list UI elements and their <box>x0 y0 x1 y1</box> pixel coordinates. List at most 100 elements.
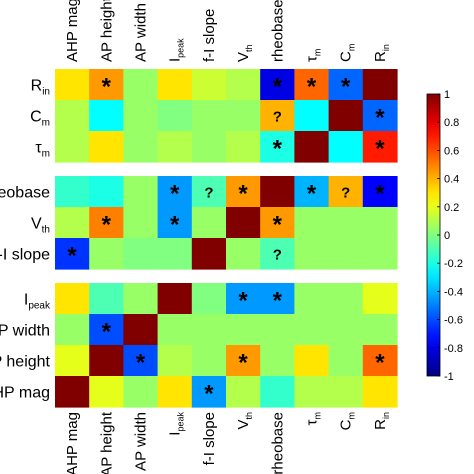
heatmap-cell <box>294 283 330 315</box>
heatmap-cell <box>157 238 193 270</box>
significance-star: * <box>238 288 248 315</box>
significance-star: * <box>307 74 317 101</box>
heatmap-cell <box>55 238 90 270</box>
heatmap-cell <box>328 314 364 346</box>
heatmap-cell <box>362 314 398 346</box>
heatmap-cell <box>191 345 227 377</box>
heatmap-cell <box>328 100 364 132</box>
significance-star: * <box>238 181 248 208</box>
top-label-v_th: Vth <box>235 44 254 62</box>
heatmap-cell <box>157 314 193 346</box>
heatmap-cell <box>157 131 193 163</box>
heatmap-cell <box>226 176 261 208</box>
heatmap-cell <box>260 176 295 208</box>
top-label-tau_m: τm <box>304 49 323 62</box>
colorbar-tick-label: -0.4 <box>444 286 463 298</box>
heatmap-cell <box>260 238 295 270</box>
heatmap-cell <box>362 100 398 132</box>
significance-star: * <box>273 212 283 239</box>
heatmap-cell <box>260 69 295 101</box>
heatmap-cell <box>123 345 159 377</box>
heatmap-cell <box>260 100 295 132</box>
heatmap-cell <box>362 69 398 101</box>
heatmap-cell <box>294 100 330 132</box>
colorbar-tick-label: 0.6 <box>444 145 459 157</box>
heatmap-cell <box>123 238 159 270</box>
heatmap-cell <box>89 176 124 208</box>
heatmap-cells <box>55 69 398 408</box>
heatmap-cell <box>191 314 227 346</box>
heatmap-cell <box>294 314 330 346</box>
heatmap-cell <box>260 345 295 377</box>
heatmap-cell <box>123 131 159 163</box>
heatmap-cell <box>362 207 398 239</box>
heatmap-cell <box>294 238 330 270</box>
significance-star: * <box>204 381 214 408</box>
significance-star: * <box>102 212 112 239</box>
uncertain-mark: ? <box>273 247 282 264</box>
heatmap-cell <box>328 131 364 163</box>
bottom-column-labels: AHP mag AP height AP width Ipeak f-I slope Vt… <box>64 411 391 474</box>
heatmap-cell <box>123 69 159 101</box>
heatmap-cell <box>157 283 193 315</box>
significance-star: * <box>375 105 385 132</box>
heatmap-cell <box>89 314 124 346</box>
row-label-2-3: AHP mag <box>0 385 50 402</box>
heatmap-cell <box>226 376 261 408</box>
significance-star: * <box>170 181 180 208</box>
heatmap-cell <box>55 207 90 239</box>
row-labels: Rin Cm τm rheobase Vth f-I slope Ipeak AP width… <box>0 78 51 402</box>
significance-star: * <box>102 319 112 346</box>
colorbar-tick-label: -0.8 <box>444 343 463 355</box>
heatmap-cell <box>123 207 159 239</box>
heatmap-cell <box>157 207 193 239</box>
row-label-2-2: AP height <box>0 354 51 371</box>
significance-star: * <box>273 74 283 101</box>
heatmap-cell <box>191 376 227 408</box>
top-label-fi_slope: f-I slope <box>201 9 218 62</box>
uncertain-mark: ? <box>204 185 213 202</box>
heatmap-cell <box>157 376 193 408</box>
heatmap-cell <box>157 69 193 101</box>
row-label-0-1: Cm <box>30 109 50 129</box>
row-label-1-0: rheobase <box>0 185 50 202</box>
significance-star: * <box>273 136 283 163</box>
heatmap-cell <box>55 283 90 315</box>
row-label-2-1: AP width <box>0 323 50 340</box>
heatmap-cell <box>191 176 227 208</box>
heatmap-cell <box>328 207 364 239</box>
heatmap-cell <box>260 207 295 239</box>
heatmap-cell <box>294 376 330 408</box>
heatmap-cell <box>294 131 330 163</box>
significance-star: * <box>341 74 351 101</box>
heatmap-cell <box>55 345 90 377</box>
colorbar-tick-label: 1 <box>444 89 450 101</box>
significance-star: * <box>238 350 248 377</box>
heatmap-cell <box>89 69 124 101</box>
row-label-0-0: Rin <box>31 78 50 98</box>
heatmap-cell <box>362 376 398 408</box>
heatmap-cell <box>226 100 261 132</box>
heatmap-cell <box>123 100 159 132</box>
row-label-1-1: Vth <box>31 216 50 236</box>
heatmap-cell <box>260 131 295 163</box>
colorbar-tick-label: 0.4 <box>444 174 459 186</box>
heatmap-cell <box>294 176 330 208</box>
significance-marks: * * * *? * * * *? * *? * * * * * ? * * * * * * * <box>67 74 385 408</box>
uncertain-mark: ? <box>341 185 350 202</box>
heatmap-cell <box>89 131 124 163</box>
heatmap-cell <box>362 283 398 315</box>
top-column-labels: AHP mag AP height AP width Ipeak f-I slope Vt… <box>64 0 391 62</box>
heatmap-cell <box>362 345 398 377</box>
bottom-label-ap_width: AP width <box>133 412 150 471</box>
heatmap-cell <box>226 131 261 163</box>
significance-star: * <box>273 288 283 315</box>
row-label-0-2: τm <box>35 140 50 160</box>
heatmap-cell <box>260 283 295 315</box>
bottom-label-i_peak: Ipeak <box>167 412 186 436</box>
significance-star: * <box>102 74 112 101</box>
heatmap-cell <box>226 238 261 270</box>
heatmap-cell <box>89 100 124 132</box>
heatmap-cell <box>294 345 330 377</box>
top-label-c_m: Cm <box>338 44 357 62</box>
